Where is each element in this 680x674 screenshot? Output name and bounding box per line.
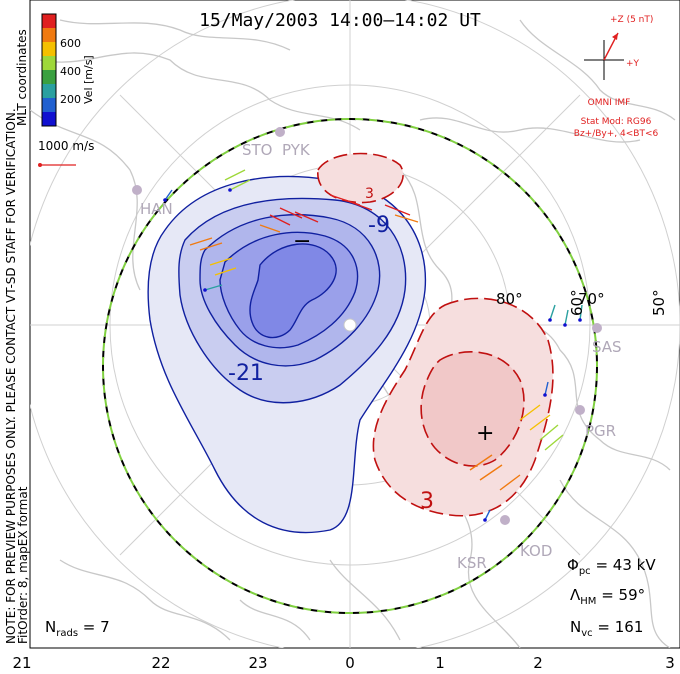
velocity-colorbar [41,13,57,127]
vector-footpoints [163,188,582,522]
station-label-ksr: KSR [457,554,487,572]
negative-convection-cell [147,175,427,534]
colorbar-label: Vel [m/s] [82,55,95,104]
coordinates-label: MLT coordinates [15,29,29,126]
colorbar-tick-400: 400 [60,65,81,78]
lat-label-70: 70° [578,290,605,308]
potential-max-marker: + [476,421,494,446]
mlt-tick-3: 3 [665,654,675,672]
imf-clock [584,32,624,80]
scale-vector-label: 1000 m/s [38,139,94,153]
velocity-vectors [164,169,583,521]
pole-marker [343,318,357,332]
phi-pc-value: 43 kV [613,556,657,574]
contour-label-neg-large: -21 [228,361,264,386]
n-rads-label: Nrads = 7 [45,618,110,639]
preview-note: NOTE: FOR PREVIEW PURPOSES ONLY. PLEASE … [4,108,18,644]
mlt-tick-22: 22 [151,654,170,672]
lat-label-50: 50° [650,289,668,316]
imf-y-label: +Y [626,59,640,69]
station-label-sto: STO [242,141,273,159]
station-label-pgr: PGR [585,422,616,440]
contour-label-pos: 3 [420,489,434,514]
scale-vector [38,163,76,167]
map-title: 15/May/2003 14:00–14:02 UT [199,10,481,31]
mlt-tick-0: 0 [345,654,355,672]
mlt-tick-2: 2 [533,654,543,672]
mlt-tick-21: 21 [12,654,31,672]
lambda-hm-value: 59° [619,586,646,604]
model-line-1: Stat Mod: RG96 [581,117,652,127]
model-line-2: Bz+/By+, 4<BT<6 [574,129,659,139]
potential-min-marker: − [293,229,311,254]
station-markers [132,127,602,525]
n-rads-value: 7 [100,618,110,636]
colorbar-tick-600: 600 [60,37,81,50]
station-label-pyk: PYK [282,141,311,159]
mlt-tick-23: 23 [248,654,267,672]
station-label-sas: SAS [592,338,622,356]
lat-label-60: 60° [568,289,586,316]
contour-label-neg-small: -9 [368,213,390,238]
fit-order-note: FitOrder: 8, mapEX format [16,486,30,644]
imf-source: OMNI IMF [588,98,631,108]
n-vc-label: Nvc = 161 [570,618,643,639]
station-label-kod: KOD [520,542,552,560]
colorbar-tick-200: 200 [60,93,81,106]
hm-boundary-green [102,118,598,614]
imf-z-label: +Z (5 nT) [610,15,653,25]
n-vc-value: 161 [615,618,644,636]
station-label-han: HAN [140,200,173,218]
positive-convection-cell [317,152,554,517]
lat-label-80: 80° [496,290,523,308]
mlt-tick-1: 1 [435,654,445,672]
contour-label-pos-top: 3 [365,186,374,202]
